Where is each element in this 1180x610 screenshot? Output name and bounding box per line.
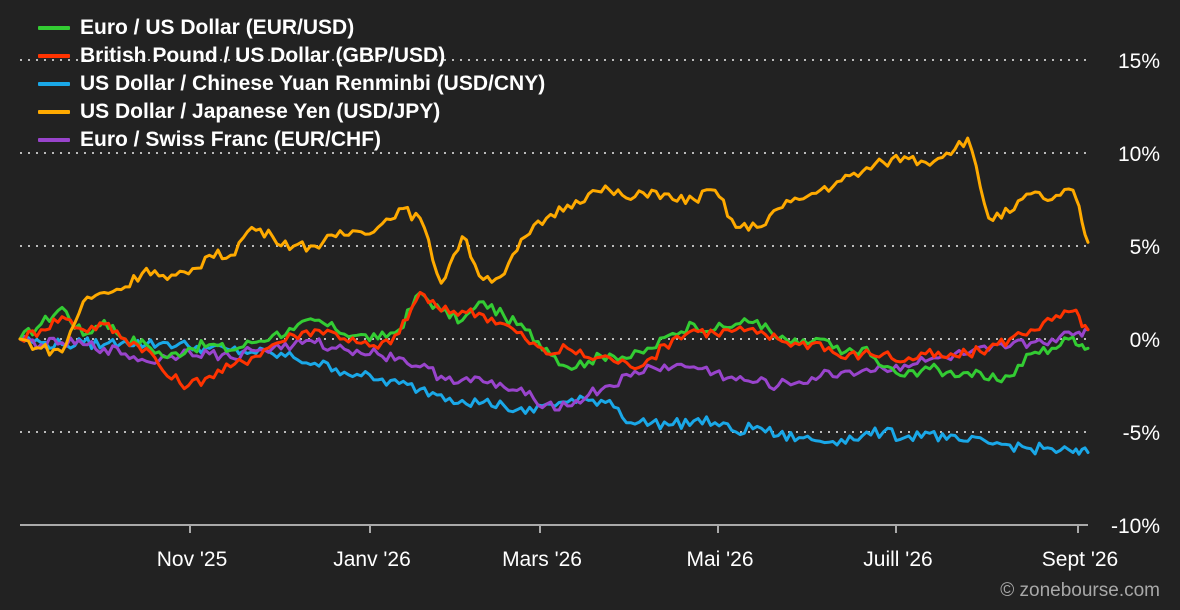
legend-item-gbpusd: British Pound / US Dollar (GBP/USD) [38,42,545,70]
legend-item-usdcny: US Dollar / Chinese Yuan Renminbi (USD/C… [38,70,545,98]
y-tick-label: 0% [1130,329,1160,352]
x-tick-label: Janv '26 [333,548,411,571]
legend-label: Euro / US Dollar (EUR/USD) [80,16,355,39]
x-tick-label: Mai '26 [686,548,753,571]
x-tick-label: Sept '26 [1042,548,1118,571]
series-line [18,328,1090,412]
legend-label: US Dollar / Japanese Yen (USD/JPY) [80,100,441,123]
legend-item-eurchf: Euro / Swiss Franc (EUR/CHF) [38,126,545,154]
legend-item-usdjpy: US Dollar / Japanese Yen (USD/JPY) [38,98,545,126]
legend-label: Euro / Swiss Franc (EUR/CHF) [80,128,382,151]
x-tick-label: Juill '26 [863,548,932,571]
y-tick-label: -5% [1123,422,1160,445]
legend-item-eurusd: Euro / US Dollar (EUR/USD) [38,14,545,42]
series-line [18,291,1090,384]
credit-text: © zonebourse.com [1000,580,1160,601]
legend-swatch [38,26,70,30]
x-tick-label: Mars '26 [502,548,582,571]
legend-label: US Dollar / Chinese Yuan Renminbi (USD/C… [80,72,546,95]
legend: Euro / US Dollar (EUR/USD) British Pound… [38,14,545,154]
legend-swatch [38,110,70,114]
y-tick-label: -10% [1111,515,1160,538]
x-tick-label: Nov '25 [157,548,228,571]
y-tick-label: 15% [1118,50,1160,73]
series-line [18,291,1090,391]
y-tick-label: 5% [1130,236,1160,259]
legend-swatch [38,54,70,58]
legend-swatch [38,138,70,142]
legend-swatch [38,82,70,86]
series-line [18,136,1090,357]
legend-label: British Pound / US Dollar (GBP/USD) [80,44,446,67]
y-tick-label: 10% [1118,143,1160,166]
